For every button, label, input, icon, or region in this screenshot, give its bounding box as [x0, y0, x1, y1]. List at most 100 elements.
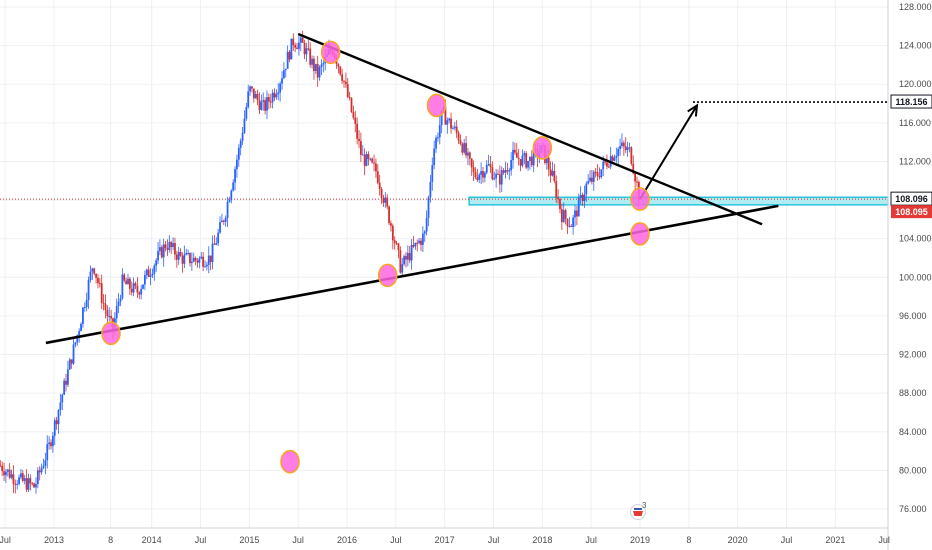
- candle-body: [472, 167, 475, 173]
- candle-body: [433, 148, 436, 166]
- candle-body: [106, 309, 109, 317]
- projection-arrow-head: [687, 103, 699, 117]
- candle-body: [591, 177, 593, 182]
- price-tag-box: [890, 94, 932, 109]
- highlight-circle: [426, 93, 447, 118]
- candle-body: [14, 483, 17, 485]
- candle-body: [495, 173, 498, 179]
- candle-body: [382, 197, 385, 203]
- candle-body: [613, 157, 616, 161]
- candle-body: [410, 245, 413, 261]
- candle-body: [183, 254, 186, 264]
- candle-body: [42, 465, 45, 468]
- candle-body: [294, 45, 297, 48]
- candle-body: [373, 162, 375, 164]
- candle-body: [16, 483, 19, 485]
- candle-body: [187, 252, 190, 254]
- x-tick-label: Jul: [488, 535, 500, 545]
- candle-body: [279, 83, 282, 93]
- candle-body: [237, 147, 240, 160]
- candle-body: [414, 242, 417, 247]
- candle-body: [251, 86, 253, 89]
- candle-body: [222, 220, 225, 222]
- candle-body: [301, 37, 304, 43]
- candle-body: [144, 275, 146, 285]
- candle-body: [632, 163, 635, 174]
- candle-body: [463, 143, 466, 153]
- candle-body: [254, 94, 257, 99]
- candle-body: [316, 63, 319, 78]
- candle-body: [406, 253, 409, 260]
- candle-body: [622, 142, 625, 147]
- candle-body: [358, 138, 360, 142]
- y-tick-label: 112.000: [899, 156, 931, 166]
- candle-body: [125, 280, 128, 285]
- candle-body: [23, 478, 26, 481]
- candle-body: [562, 210, 565, 223]
- candle-body: [82, 307, 84, 324]
- candle-body: [76, 335, 79, 343]
- candle-body: [33, 483, 35, 488]
- candle-body: [232, 182, 235, 191]
- candle-body: [470, 158, 473, 168]
- candle-body: [423, 231, 426, 234]
- candle-body: [341, 74, 344, 81]
- candle-body: [78, 331, 81, 336]
- candle-body: [275, 94, 278, 98]
- y-tick-label: 120.000: [899, 79, 932, 89]
- candle-body: [134, 283, 137, 286]
- candle-body: [59, 402, 62, 411]
- candle-body: [303, 42, 306, 55]
- candle-body: [55, 420, 58, 425]
- candle-body: [611, 156, 614, 161]
- candle-body: [418, 240, 421, 244]
- candle-body: [130, 288, 133, 293]
- candle-body: [266, 97, 268, 111]
- candle-body: [281, 78, 283, 84]
- candle-body: [626, 147, 629, 151]
- candle-body: [380, 189, 383, 198]
- candle-body: [500, 170, 503, 185]
- x-tick-label: Jul: [292, 535, 304, 545]
- highlight-circle: [630, 187, 650, 211]
- candle-body: [583, 194, 586, 202]
- x-tick-label: 2016: [337, 535, 357, 545]
- candle-body: [572, 217, 575, 227]
- candle-body: [468, 152, 471, 159]
- candle-body: [89, 271, 92, 280]
- price-tag-label: 108.096: [895, 194, 928, 204]
- candle-body: [269, 101, 272, 103]
- candle-body: [318, 67, 321, 78]
- candle-body: [313, 58, 315, 72]
- time-axis[interactable]: Jul 2013 8 2014 Jul 2015 Jul 2016 Jul 2017 Jul 2018…: [0, 527, 890, 545]
- candle-body: [636, 181, 638, 183]
- highlight-circle: [101, 321, 121, 346]
- candle-body: [202, 256, 205, 267]
- candle-body: [384, 197, 387, 203]
- candle-body: [391, 225, 394, 241]
- candle-body: [579, 194, 582, 198]
- candle-body: [545, 157, 548, 164]
- candle-body: [140, 288, 143, 295]
- candle-body: [512, 149, 514, 161]
- candle-body: [53, 420, 56, 436]
- candle-body: [630, 147, 633, 164]
- candle-body: [615, 155, 618, 158]
- candle-body: [8, 469, 11, 478]
- candle-body: [453, 126, 456, 129]
- candle-body: [115, 306, 118, 319]
- price-tag-label: 108.095: [895, 207, 928, 217]
- candle-body: [298, 42, 300, 49]
- candle-body: [403, 256, 405, 265]
- y-tick-label: 100.000: [899, 272, 932, 282]
- candle-body: [83, 306, 86, 308]
- candle-body: [547, 157, 550, 170]
- ascending-support-line: [45, 204, 779, 345]
- candle-body: [581, 194, 584, 202]
- x-tick-label: Jul: [781, 535, 793, 545]
- candle-body: [506, 170, 509, 172]
- candle-body: [296, 47, 298, 49]
- candle-body: [159, 247, 161, 252]
- candle-body: [260, 101, 263, 110]
